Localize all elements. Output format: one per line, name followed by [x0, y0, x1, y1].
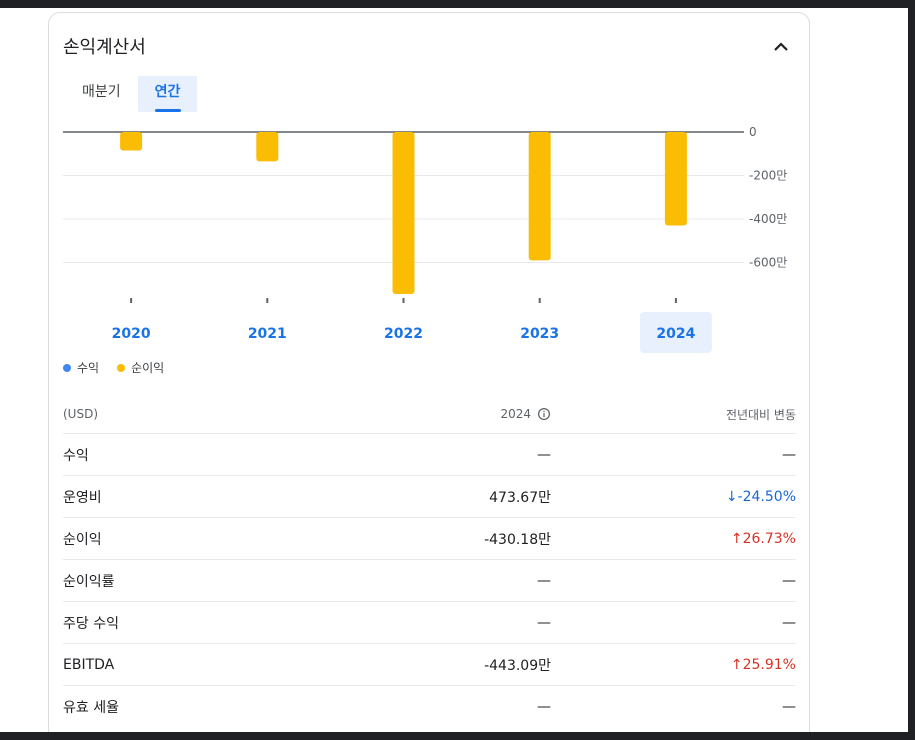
row-label: 유효 세율: [63, 699, 119, 716]
row-change: ↑26.73%: [730, 530, 796, 547]
bar-net-income-2020[interactable]: [120, 132, 143, 151]
row-change: —: [782, 698, 796, 715]
row-value: —: [537, 614, 551, 631]
row-label: EBITDA: [63, 656, 115, 673]
legend-dot-revenue: [63, 363, 71, 372]
row-value: —: [537, 446, 551, 463]
header-yoy-change: 전년대비 변동: [725, 407, 796, 422]
row-change: —: [782, 572, 796, 589]
x-label-2023[interactable]: 2023: [520, 326, 559, 342]
collapse-button[interactable]: [769, 35, 793, 59]
chart-legend: 수익 순이익: [63, 359, 182, 376]
x-label-2021[interactable]: 2021: [248, 326, 287, 342]
table-row: 순이익률 — —: [63, 560, 796, 602]
row-change: ↑25.91%: [730, 656, 796, 673]
page: 손익계산서 매분기 연간 0 -200만 -400만 -600만 2020 2021 202…: [0, 8, 908, 732]
bar-net-income-2022[interactable]: [392, 132, 415, 295]
tab-active-indicator: [154, 109, 181, 112]
x-label-2022[interactable]: 2022: [384, 326, 423, 342]
row-change: —: [782, 446, 796, 463]
row-label: 수익: [63, 447, 89, 464]
x-label-2024[interactable]: 2024: [656, 326, 695, 342]
header-year: 2024: [363, 407, 551, 421]
y-tick-label: 0: [749, 125, 757, 139]
row-label: 운영비: [63, 489, 102, 506]
header-currency: (USD): [63, 407, 99, 421]
x-label-selected-highlight: [639, 312, 712, 353]
row-value: —: [537, 572, 551, 589]
row-value: —: [537, 698, 551, 715]
legend-item-revenue: 수익: [63, 359, 99, 376]
legend-dot-net-income: [117, 363, 126, 372]
table-row: 순이익 -430.18만 ↑26.73%: [63, 518, 796, 560]
info-icon[interactable]: [537, 407, 551, 421]
chevron-up-icon: [774, 42, 788, 51]
y-tick-label: -600만: [749, 256, 787, 270]
tab-quarterly-label: 매분기: [82, 84, 121, 100]
legend-item-net-income: 순이익: [117, 359, 164, 376]
table-row: 수익 — —: [63, 434, 796, 476]
card-title: 손익계산서: [63, 37, 146, 58]
row-label: 순이익률: [63, 573, 115, 590]
table-header: (USD) 2024 전년대비 변동: [63, 395, 796, 434]
row-change: ↓-24.50%: [725, 488, 796, 505]
row-value: -430.18만: [484, 531, 551, 548]
bar-net-income-2023[interactable]: [528, 132, 551, 261]
table-row: 유효 세율 — —: [63, 686, 796, 727]
legend-label-revenue: 수익: [77, 361, 100, 375]
income-statement-card: 손익계산서 매분기 연간 0 -200만 -400만 -600만 2020 2021 202…: [48, 12, 810, 732]
tab-annual[interactable]: 연간: [137, 76, 198, 112]
row-change: —: [782, 614, 796, 631]
bar-net-income-2021[interactable]: [256, 132, 279, 162]
legend-label-net-income: 순이익: [131, 361, 165, 375]
header-year-label: 2024: [500, 407, 531, 421]
bar-net-income-2024[interactable]: [664, 132, 687, 226]
row-value: 473.67만: [489, 489, 551, 506]
tab-annual-label: 연간: [154, 84, 181, 100]
table-row: 운영비 473.67만 ↓-24.50%: [63, 476, 796, 518]
income-chart-svg: 0 -200만 -400만 -600만 2020 2021 2022 2023 2024: [63, 125, 787, 353]
row-label: 순이익: [63, 531, 102, 548]
row-label: 주당 수익: [63, 615, 119, 632]
financial-table: (USD) 2024 전년대비 변동 수익 — — 운영비 473.67만 ↓-24.50…: [63, 395, 796, 727]
table-body: 수익 — — 운영비 473.67만 ↓-24.50% 순이익 -430.18만 ↑26.73%…: [63, 434, 796, 727]
y-tick-label: -200만: [749, 169, 787, 183]
tab-quarterly[interactable]: 매분기: [65, 76, 138, 112]
y-tick-label: -400만: [749, 212, 787, 226]
x-label-2020[interactable]: 2020: [112, 326, 151, 342]
period-tabs: 매분기 연간: [65, 76, 198, 112]
table-row: EBITDA -443.09만 ↑25.91%: [63, 644, 796, 686]
row-value: -443.09만: [484, 657, 551, 674]
table-row: 주당 수익 — —: [63, 602, 796, 644]
income-chart: 0 -200만 -400만 -600만 2020 2021 2022 2023 2024: [49, 121, 809, 361]
